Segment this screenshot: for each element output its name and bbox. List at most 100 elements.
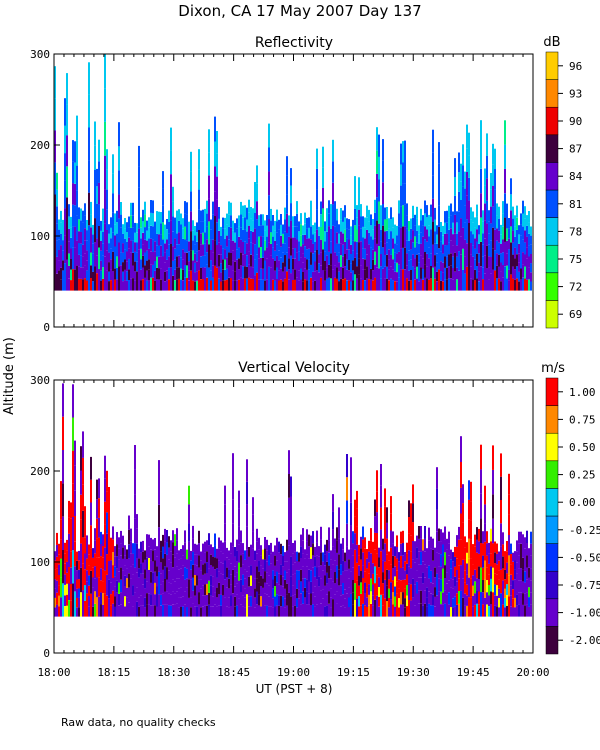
heatmap-cell [416,558,418,571]
heatmap-cell [182,238,184,250]
heatmap-cell [472,595,474,607]
heatmap-cell [504,551,506,561]
heatmap-cell [408,231,410,241]
heatmap-cell [520,556,522,569]
heatmap-cell [438,163,440,185]
heatmap-cell [310,558,312,571]
heatmap-cell [530,568,532,581]
heatmap-cell [278,270,280,281]
heatmap-cell [456,570,458,582]
heatmap-cell [322,598,324,608]
heatmap-cell [482,555,484,568]
heatmap-cell [460,218,462,237]
heatmap-cell [114,556,116,567]
heatmap-cell [58,606,60,617]
heatmap-cell [182,218,184,229]
heatmap-cell [258,258,260,270]
heatmap-cell [178,588,180,598]
heatmap-cell [510,585,512,596]
heatmap-cell [442,225,444,236]
heatmap-cell [318,254,320,264]
heatmap-cell [344,570,346,580]
heatmap-cell [56,256,58,274]
heatmap-cell [326,605,328,617]
heatmap-cell [90,456,92,480]
heatmap-cell [98,478,100,499]
heatmap-cell [72,204,74,227]
heatmap-cell [54,226,56,259]
heatmap-cell [358,274,360,291]
heatmap-cell [320,227,322,240]
heatmap-cell [78,550,80,561]
heatmap-cell [480,168,482,194]
heatmap-cell [350,571,352,594]
heatmap-cell [126,607,128,617]
heatmap-cell [80,519,82,544]
heatmap-cell [200,579,202,589]
heatmap-cell [278,280,280,291]
heatmap-cell [386,538,388,555]
heatmap-cell [178,578,180,589]
heatmap-cell [458,191,460,212]
heatmap-cell [198,555,200,568]
heatmap-cell [456,256,458,268]
heatmap-cell [330,241,332,254]
heatmap-cell [356,217,358,230]
heatmap-cell [58,595,60,607]
heatmap-cell [88,554,90,566]
heatmap-cell [476,216,478,230]
heatmap-cell [200,560,202,571]
heatmap-cell [370,528,372,541]
heatmap-cell [354,533,356,550]
heatmap-cell [122,252,124,263]
heatmap-cell [514,560,516,570]
heatmap-cell [386,242,388,255]
heatmap-cell [330,228,332,242]
heatmap-cell [428,603,430,617]
heatmap-cell [186,549,188,560]
heatmap-cell [462,484,464,504]
heatmap-cell [210,229,212,240]
heatmap-cell [268,555,270,566]
heatmap-cell [240,227,242,240]
heatmap-cell [202,267,204,280]
heatmap-cell [344,278,346,291]
heatmap-cell [300,558,302,570]
heatmap-cell [342,583,344,595]
heatmap-cell [70,269,72,280]
heatmap-cell [188,485,190,505]
heatmap-cell [506,562,508,574]
heatmap-cell [250,555,252,566]
heatmap-cell [164,553,166,567]
heatmap-cell [276,255,278,268]
heatmap-cell [406,606,408,617]
heatmap-cell [460,590,462,617]
velocity-colorbar: -2.00-1.00-0.75-0.50-0.250.000.250.500.7… [545,377,600,655]
heatmap-cell [302,272,304,282]
heatmap-cell [132,585,134,596]
heatmap-cell [176,540,178,554]
heatmap-cell [348,587,350,598]
heatmap-cell [394,546,396,557]
heatmap-cell [416,218,418,231]
heatmap-cell [146,546,148,558]
heatmap-cell [332,546,334,565]
heatmap-cell [220,245,222,255]
heatmap-cell [248,606,250,617]
heatmap-cell [250,230,252,243]
heatmap-cell [444,590,446,604]
heatmap-cell [356,526,358,545]
heatmap-cell [306,238,308,250]
heatmap-cell [430,253,432,266]
heatmap-cell [396,535,398,547]
heatmap-cell [64,235,66,264]
heatmap-cell [402,592,404,605]
heatmap-cell [408,550,410,567]
heatmap-cell [136,242,138,253]
heatmap-cell [370,591,372,604]
heatmap-cell [180,606,182,617]
heatmap-cell [504,168,506,194]
heatmap-cell [164,281,166,291]
colorbar-swatch [545,377,559,406]
heatmap-cell [288,269,290,280]
